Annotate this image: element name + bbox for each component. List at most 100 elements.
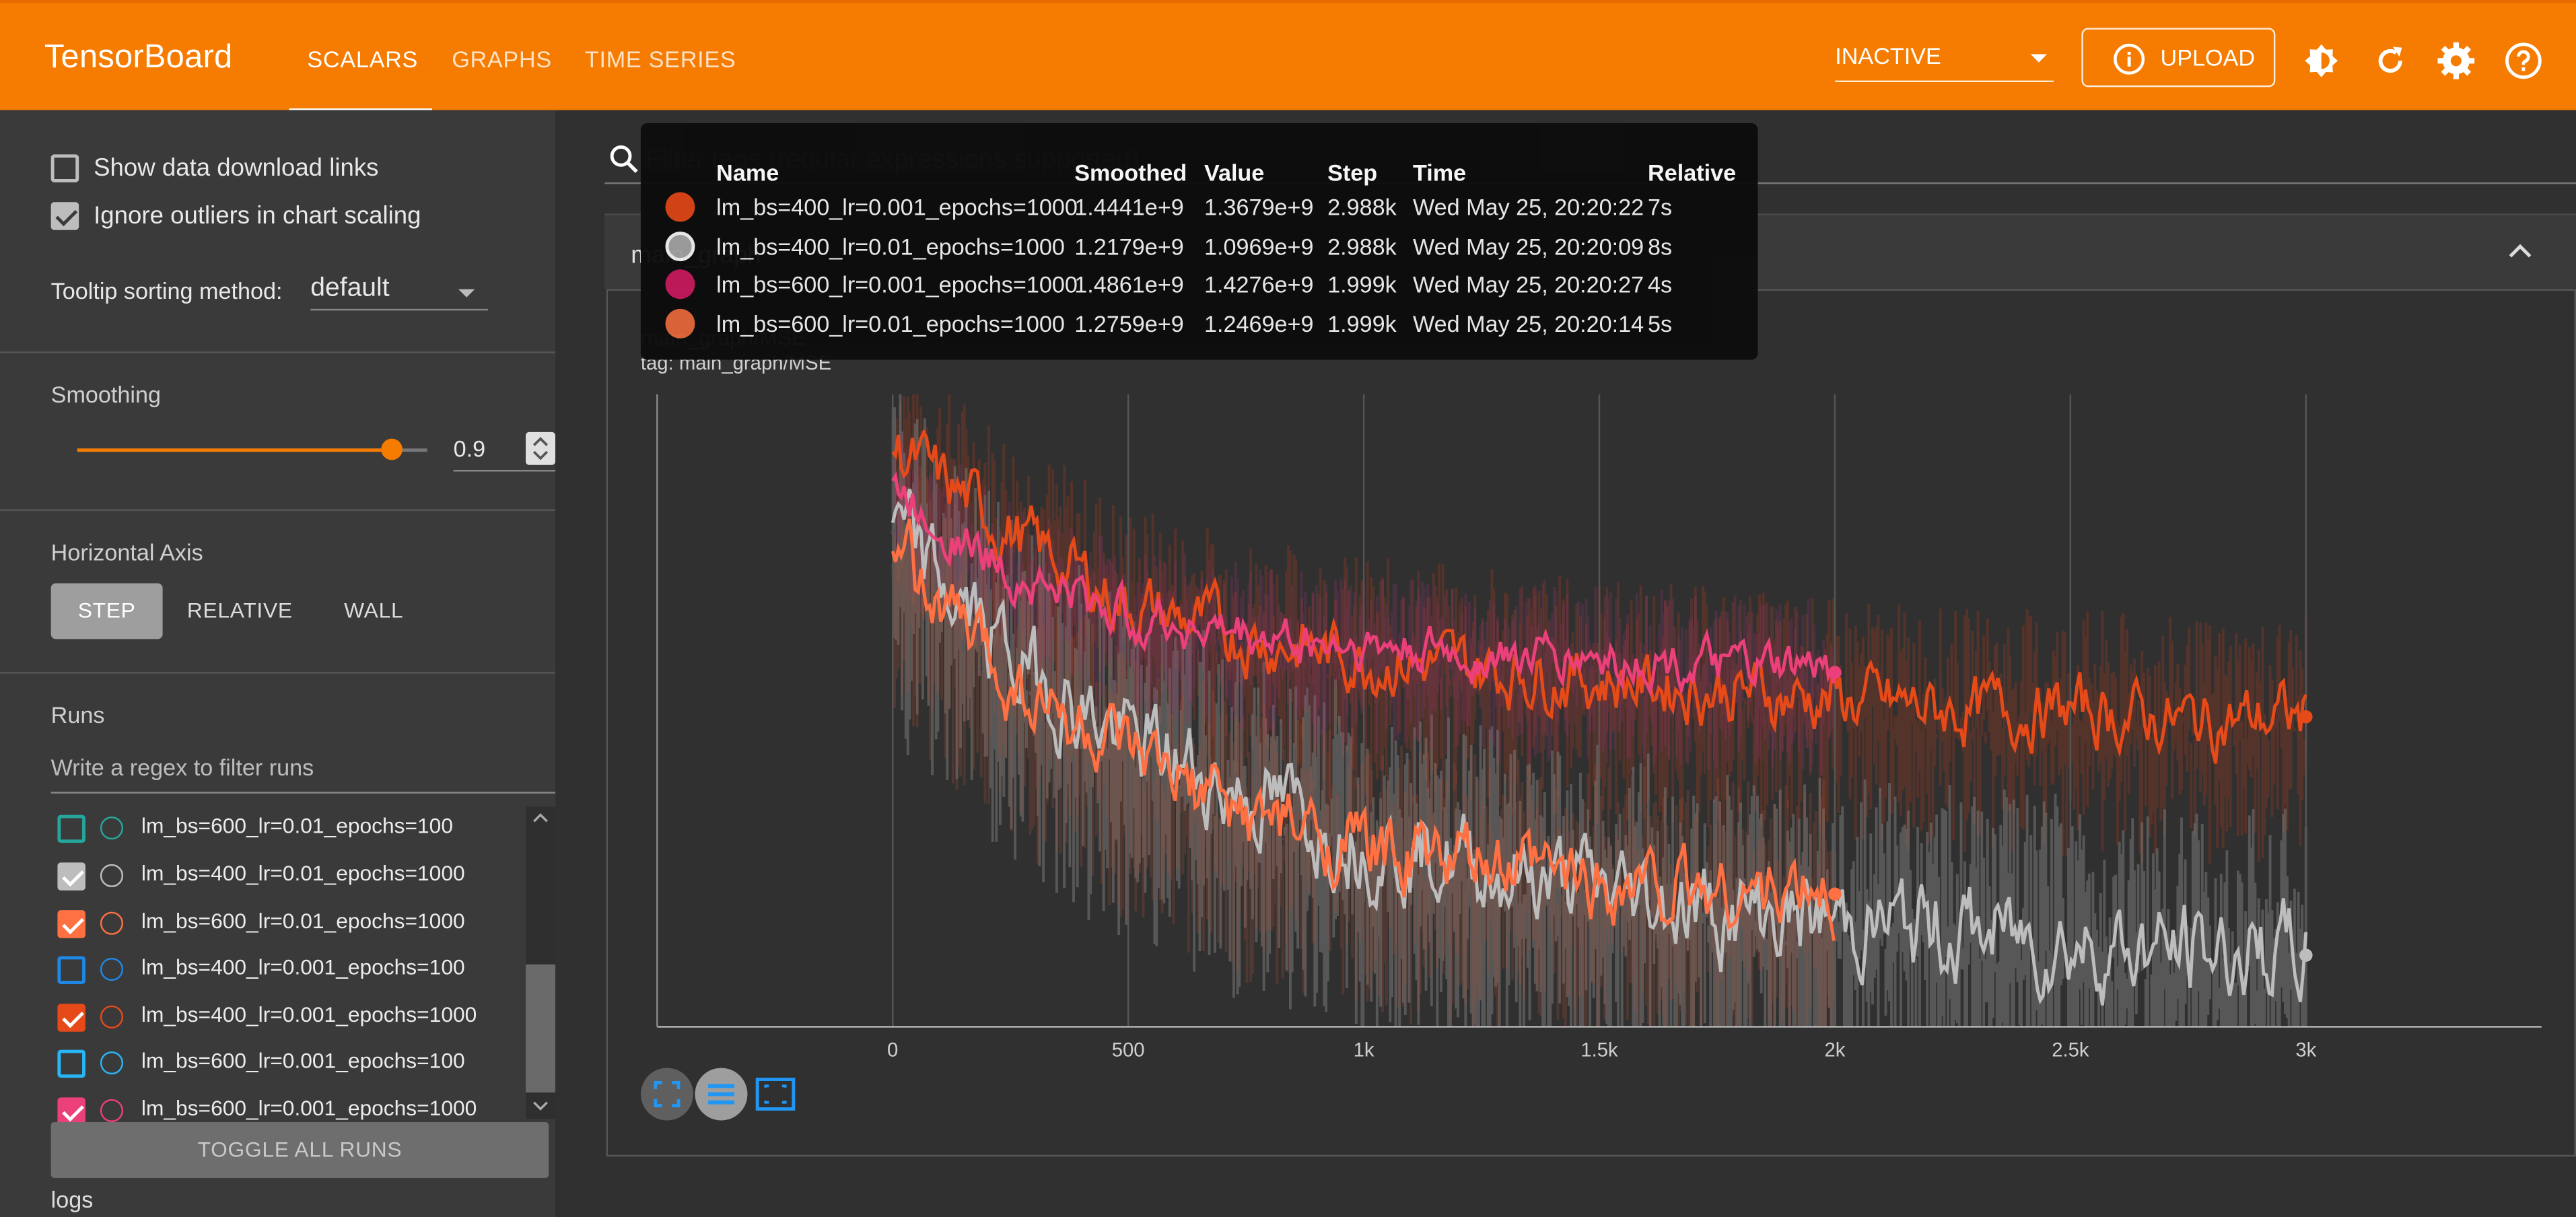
section-divider (0, 509, 555, 512)
tooltip-cell-relative: 8s (1648, 233, 1673, 260)
tooltip-run-color-icon (665, 232, 695, 262)
series-endpoint-marker (2299, 948, 2313, 962)
run-checkbox[interactable] (57, 1097, 85, 1125)
fit-domain-icon[interactable] (640, 1068, 693, 1121)
tooltip-cell-smoothed: 1.4861e+9 (1074, 271, 1184, 298)
tooltip-cell-smoothed: 1.2759e+9 (1074, 310, 1184, 337)
tooltip-cell-value: 1.4276e+9 (1204, 271, 1314, 298)
axis-step-button[interactable]: STEP (50, 583, 163, 639)
tooltip-header-time: Time (1413, 159, 1467, 186)
refresh-icon[interactable] (2371, 41, 2410, 81)
tooltip-sort-select[interactable]: default (310, 275, 488, 311)
settings-gear-icon[interactable] (2437, 41, 2476, 81)
show-download-links-checkbox[interactable] (50, 154, 79, 182)
mse-chart[interactable]: 0 500 1k 1.5k 2k 2.5k 3k (624, 374, 2563, 1081)
tooltip-cell-step: 1.999k (1327, 310, 1397, 337)
tooltip-run-color-icon (665, 308, 695, 339)
run-row[interactable]: lm_bs=600_lr=0.001_epochs=1000 (0, 1088, 526, 1134)
run-checkbox[interactable] (57, 814, 85, 843)
series-endpoint-marker (1828, 666, 1842, 679)
tooltip-header-value: Value (1204, 159, 1265, 186)
series-line[interactable] (891, 518, 1836, 941)
run-checkbox[interactable] (57, 1049, 85, 1078)
run-color-swatch-icon[interactable] (100, 957, 124, 981)
app-brand: TensorBoard (44, 39, 233, 76)
series-line[interactable] (891, 471, 1836, 698)
series-line[interactable] (891, 428, 2307, 764)
smoothing-slider-thumb[interactable] (381, 438, 403, 460)
run-name: lm_bs=400_lr=0.01_epochs=1000 (141, 860, 465, 886)
toggle-all-runs-button[interactable]: TOGGLE ALL RUNS (50, 1121, 549, 1178)
tooltip-cell-value: 1.3679e+9 (1204, 194, 1314, 221)
scroll-up-icon[interactable] (529, 808, 552, 828)
run-color-swatch-icon[interactable] (100, 1005, 124, 1029)
series-endpoint-marker (2299, 710, 2313, 724)
scroll-down-icon[interactable] (529, 1096, 552, 1115)
tooltip-cell-step: 2.988k (1327, 233, 1397, 260)
tooltip-run-color-icon (665, 269, 695, 300)
tooltip-run-color-icon (665, 192, 695, 222)
run-row[interactable]: lm_bs=600_lr=0.001_epochs=100 (0, 1040, 526, 1086)
toggle-log-scale-icon[interactable] (695, 1068, 748, 1121)
axis-wall-button[interactable]: WALL (344, 598, 404, 623)
run-row[interactable]: lm_bs=600_lr=0.01_epochs=100 (0, 805, 526, 851)
run-status-value: INACTIVE (1835, 42, 1941, 69)
smoothing-input[interactable]: 0.9 (453, 429, 555, 472)
run-row[interactable]: lm_bs=400_lr=0.01_epochs=1000 (0, 853, 526, 899)
run-name: lm_bs=400_lr=0.001_epochs=1000 (141, 1002, 477, 1027)
tooltip-cell-time: Wed May 25, 20:20:14 (1413, 310, 1644, 337)
run-name: lm_bs=600_lr=0.01_epochs=100 (141, 813, 453, 838)
x-tick-label: 1.5k (1580, 1039, 1618, 1061)
run-row[interactable]: lm_bs=600_lr=0.01_epochs=1000 (0, 901, 526, 946)
upload-button[interactable]: UPLOAD (2081, 28, 2276, 88)
tooltip-cell-time: Wed May 25, 20:20:09 (1413, 233, 1644, 260)
tooltip-cell-step: 2.988k (1327, 194, 1397, 221)
tooltip-cell-value: 1.0969e+9 (1204, 233, 1314, 260)
tab-scalars[interactable]: SCALARS (307, 46, 419, 73)
tab-graphs[interactable]: GRAPHS (452, 46, 552, 73)
run-status-select[interactable]: INACTIVE (1835, 42, 2054, 83)
run-checkbox[interactable] (57, 956, 85, 984)
run-color-swatch-icon[interactable] (100, 816, 124, 840)
tooltip-cell-relative: 4s (1648, 271, 1673, 298)
search-icon (610, 145, 638, 173)
run-regex-input[interactable]: Write a regex to filter runs (50, 754, 555, 794)
tooltip-cell-step: 1.999k (1327, 271, 1397, 298)
ignore-outliers-checkbox[interactable] (50, 202, 79, 230)
tab-time-series[interactable]: TIME SERIES (584, 46, 736, 73)
run-checkbox[interactable] (57, 1004, 85, 1032)
tooltip-cell-smoothed: 1.2179e+9 (1074, 233, 1184, 260)
run-checkbox[interactable] (57, 910, 85, 938)
expand-chart-icon[interactable] (749, 1068, 802, 1120)
run-color-swatch-icon[interactable] (100, 1051, 124, 1075)
axis-relative-button[interactable]: RELATIVE (186, 598, 293, 623)
run-row[interactable]: lm_bs=400_lr=0.001_epochs=100 (0, 946, 526, 992)
tooltip-cell-name: lm_bs=400_lr=0.001_epochs=1000 (716, 194, 1078, 221)
x-tick-label: 0 (887, 1039, 898, 1061)
section-divider (0, 351, 555, 353)
tooltip-cell-relative: 5s (1648, 310, 1673, 337)
tooltip-cell-name: lm_bs=400_lr=0.01_epochs=1000 (716, 233, 1065, 260)
chart-tooltip: Name Smoothed Value Step Time Relative l… (640, 123, 1758, 360)
smoothing-title: Smoothing (50, 381, 162, 408)
run-row[interactable]: lm_bs=400_lr=0.001_epochs=1000 (0, 994, 526, 1040)
top-bar: TensorBoard SCALARS GRAPHS TIME SERIES I… (0, 0, 2576, 112)
collapse-icon[interactable] (2507, 242, 2534, 261)
help-icon[interactable] (2504, 41, 2544, 81)
run-color-swatch-icon[interactable] (100, 864, 124, 887)
run-name: lm_bs=600_lr=0.01_epochs=1000 (141, 908, 465, 934)
theme-toggle-icon[interactable] (2301, 41, 2341, 81)
chevron-down-icon (2030, 54, 2048, 63)
tooltip-cell-value: 1.2469e+9 (1204, 310, 1314, 337)
tooltip-cell-relative: 7s (1648, 194, 1673, 221)
run-color-swatch-icon[interactable] (100, 1099, 124, 1122)
horizontal-axis-title: Horizontal Axis (50, 538, 203, 565)
tooltip-header-step: Step (1327, 159, 1378, 186)
smoothing-spinner-icon[interactable] (526, 431, 555, 465)
tooltip-cell-name: lm_bs=600_lr=0.01_epochs=1000 (716, 310, 1065, 337)
show-download-links-label: Show data download links (94, 154, 379, 182)
run-color-swatch-icon[interactable] (100, 911, 124, 935)
sidebar: Show data download links Ignore outliers… (0, 110, 555, 1217)
run-checkbox[interactable] (57, 862, 85, 891)
run-list-scroll-thumb[interactable] (526, 964, 555, 1093)
